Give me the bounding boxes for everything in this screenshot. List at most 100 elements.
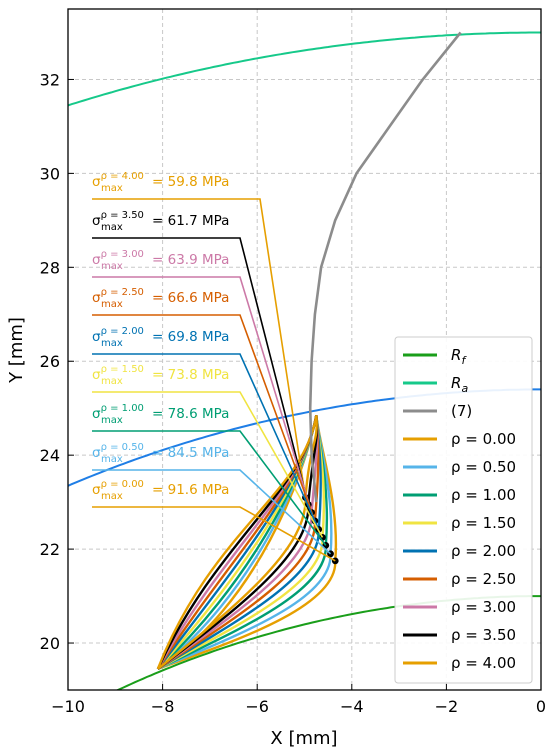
- annotation-leader: [92, 314, 316, 522]
- annotation-sigma: σ: [92, 482, 101, 498]
- annotation-value: = 73.8 MPa: [152, 367, 229, 383]
- plot-frame: [67, 8, 542, 691]
- annotation-sub: max: [101, 338, 123, 349]
- legend-item-rho6: ρ = 3.00: [403, 598, 516, 616]
- curves-layer: [68, 31, 541, 690]
- legend-label: (7): [451, 402, 472, 420]
- curve-rho-4: [156, 415, 322, 670]
- y-tick-label: 32: [40, 70, 60, 89]
- annotation-label: σρ = 2.00 max = 69.8 MPa: [92, 326, 229, 349]
- legend: Rf Ra (7) ρ = 0.00 ρ = 0.50 ρ = 1.00 ρ = 1.50 ρ…: [394, 336, 533, 684]
- curve-rho-8: [156, 415, 318, 670]
- x-tick-label: −6: [245, 697, 269, 716]
- annotation-rho-0.00: σρ = 0.00 max = 91.6 MPa: [92, 479, 336, 562]
- annotation-label: σρ = 4.00 max = 59.8 MPa: [92, 171, 229, 194]
- y-tick-label: 22: [40, 540, 60, 559]
- annotation-leader: [92, 506, 336, 562]
- curve-rho-7: [156, 415, 319, 670]
- legend-label: ρ = 3.50: [451, 626, 516, 644]
- annotation-rho-2.00: σρ = 2.00 max = 69.8 MPa: [92, 326, 320, 530]
- annotation-value: = 91.6 MPa: [152, 482, 229, 498]
- annotation-rho-3.00: σρ = 3.00 max = 63.9 MPa: [92, 249, 313, 513]
- annotation-value: = 59.8 MPa: [152, 174, 229, 190]
- legend-box: [394, 336, 533, 684]
- curve-rho-0: [157, 415, 338, 670]
- annotation-rho-3.50: σρ = 3.50 max = 61.7 MPa: [92, 210, 310, 505]
- x-tick-label: −2: [435, 697, 459, 716]
- y-tick-label: 20: [40, 634, 60, 653]
- annotation-sup: ρ = 2.50: [101, 287, 144, 298]
- annotation-value: = 66.6 MPa: [152, 290, 229, 306]
- annotation-value: = 69.8 MPa: [152, 329, 229, 345]
- legend-item-rho8: ρ = 4.00: [403, 654, 516, 672]
- annotation-sup: ρ = 3.00: [101, 249, 144, 260]
- legend-item-rho4: ρ = 2.00: [403, 542, 516, 560]
- annotation-leader: [92, 430, 327, 546]
- legend-label: ρ = 3.00: [451, 598, 516, 616]
- y-axis-label: Y [mm]: [6, 317, 27, 384]
- annotation-label: σρ = 2.50 max = 66.6 MPa: [92, 287, 229, 310]
- annotation-leader: [92, 353, 320, 530]
- annotation-value: = 61.7 MPa: [152, 213, 229, 229]
- legend-item-rho3: ρ = 1.50: [403, 514, 516, 532]
- annotation-label: σρ = 1.00 max = 78.6 MPa: [92, 403, 229, 426]
- y-tick-label: 24: [40, 446, 60, 465]
- annotation-sub: max: [101, 183, 123, 194]
- annotation-sub: max: [101, 376, 123, 387]
- annotation-sup: ρ = 1.50: [101, 364, 144, 375]
- legend-item-rho5: ρ = 2.50: [403, 570, 516, 588]
- curve-rho-3: [156, 415, 326, 670]
- legend-item-Rf: Rf: [403, 346, 467, 367]
- annotation-value: = 63.9 MPa: [152, 252, 229, 268]
- curve-ra: [68, 31, 541, 107]
- annotation-sub: max: [101, 299, 123, 310]
- annotation-rho-2.50: σρ = 2.50 max = 66.6 MPa: [92, 287, 316, 522]
- annotation-label: σρ = 3.50 max = 61.7 MPa: [92, 210, 229, 233]
- annotation-sup: ρ = 0.00: [101, 479, 144, 490]
- annotation-sigma: σ: [92, 290, 101, 306]
- annotation-rho-1.00: σρ = 1.00 max = 78.6 MPa: [92, 403, 327, 546]
- annotation-sub: max: [101, 491, 123, 502]
- annotation-leader: [92, 237, 310, 505]
- x-tick-label: 0: [536, 697, 546, 716]
- legend-item-rho7: ρ = 3.50: [403, 626, 516, 644]
- y-tick-label: 26: [40, 352, 60, 371]
- legend-label: Rf: [451, 346, 467, 367]
- x-tick-label: −4: [340, 697, 364, 716]
- x-axis-label: X [mm]: [270, 728, 337, 749]
- y-tick-label: 28: [40, 258, 60, 277]
- annotation-leader: [92, 198, 307, 498]
- annotation-sigma: σ: [92, 367, 101, 383]
- legend-label: ρ = 0.50: [451, 458, 516, 476]
- annotation-sub: max: [101, 415, 123, 426]
- annotation-rho-4.00: σρ = 4.00 max = 59.8 MPa: [92, 171, 307, 498]
- curve-rho-5: [156, 415, 320, 670]
- legend-label: Ra: [451, 374, 468, 395]
- annotation-sigma: σ: [92, 252, 101, 268]
- annotation-leader: [92, 469, 332, 555]
- annotation-label: σρ = 0.50 max = 84.5 MPa: [92, 442, 229, 465]
- legend-label: ρ = 0.00: [451, 430, 516, 448]
- annotation-sigma: σ: [92, 213, 101, 229]
- annotation-sup: ρ = 0.50: [101, 442, 144, 453]
- legend-item-rho1: ρ = 0.50: [403, 458, 516, 476]
- x-tick-label: −8: [151, 697, 175, 716]
- annotation-sub: max: [101, 222, 123, 233]
- annotation-sigma: σ: [92, 174, 101, 190]
- annotation-leader: [92, 391, 324, 538]
- annotation-value: = 84.5 MPa: [152, 445, 229, 461]
- annotation-label: σρ = 3.00 max = 63.9 MPa: [92, 249, 229, 272]
- axis-ticks: −10 −8 −6 −4 −2 0 20 22 24 26 28 30 32: [40, 70, 546, 716]
- legend-item-rho0: ρ = 0.00: [403, 430, 516, 448]
- annotation-value: = 78.6 MPa: [152, 406, 229, 422]
- legend-item-rho2: ρ = 1.00: [403, 486, 516, 504]
- curve-eq7: [308, 31, 462, 503]
- annotation-sigma: σ: [92, 329, 101, 345]
- annotation-rho-0.50: σρ = 0.50 max = 84.5 MPa: [92, 442, 332, 555]
- curve-rho-6: [156, 415, 319, 670]
- annotation-sigma: σ: [92, 445, 101, 461]
- legend-item-eq7: (7): [403, 402, 472, 420]
- annotation-sup: ρ = 3.50: [101, 210, 144, 221]
